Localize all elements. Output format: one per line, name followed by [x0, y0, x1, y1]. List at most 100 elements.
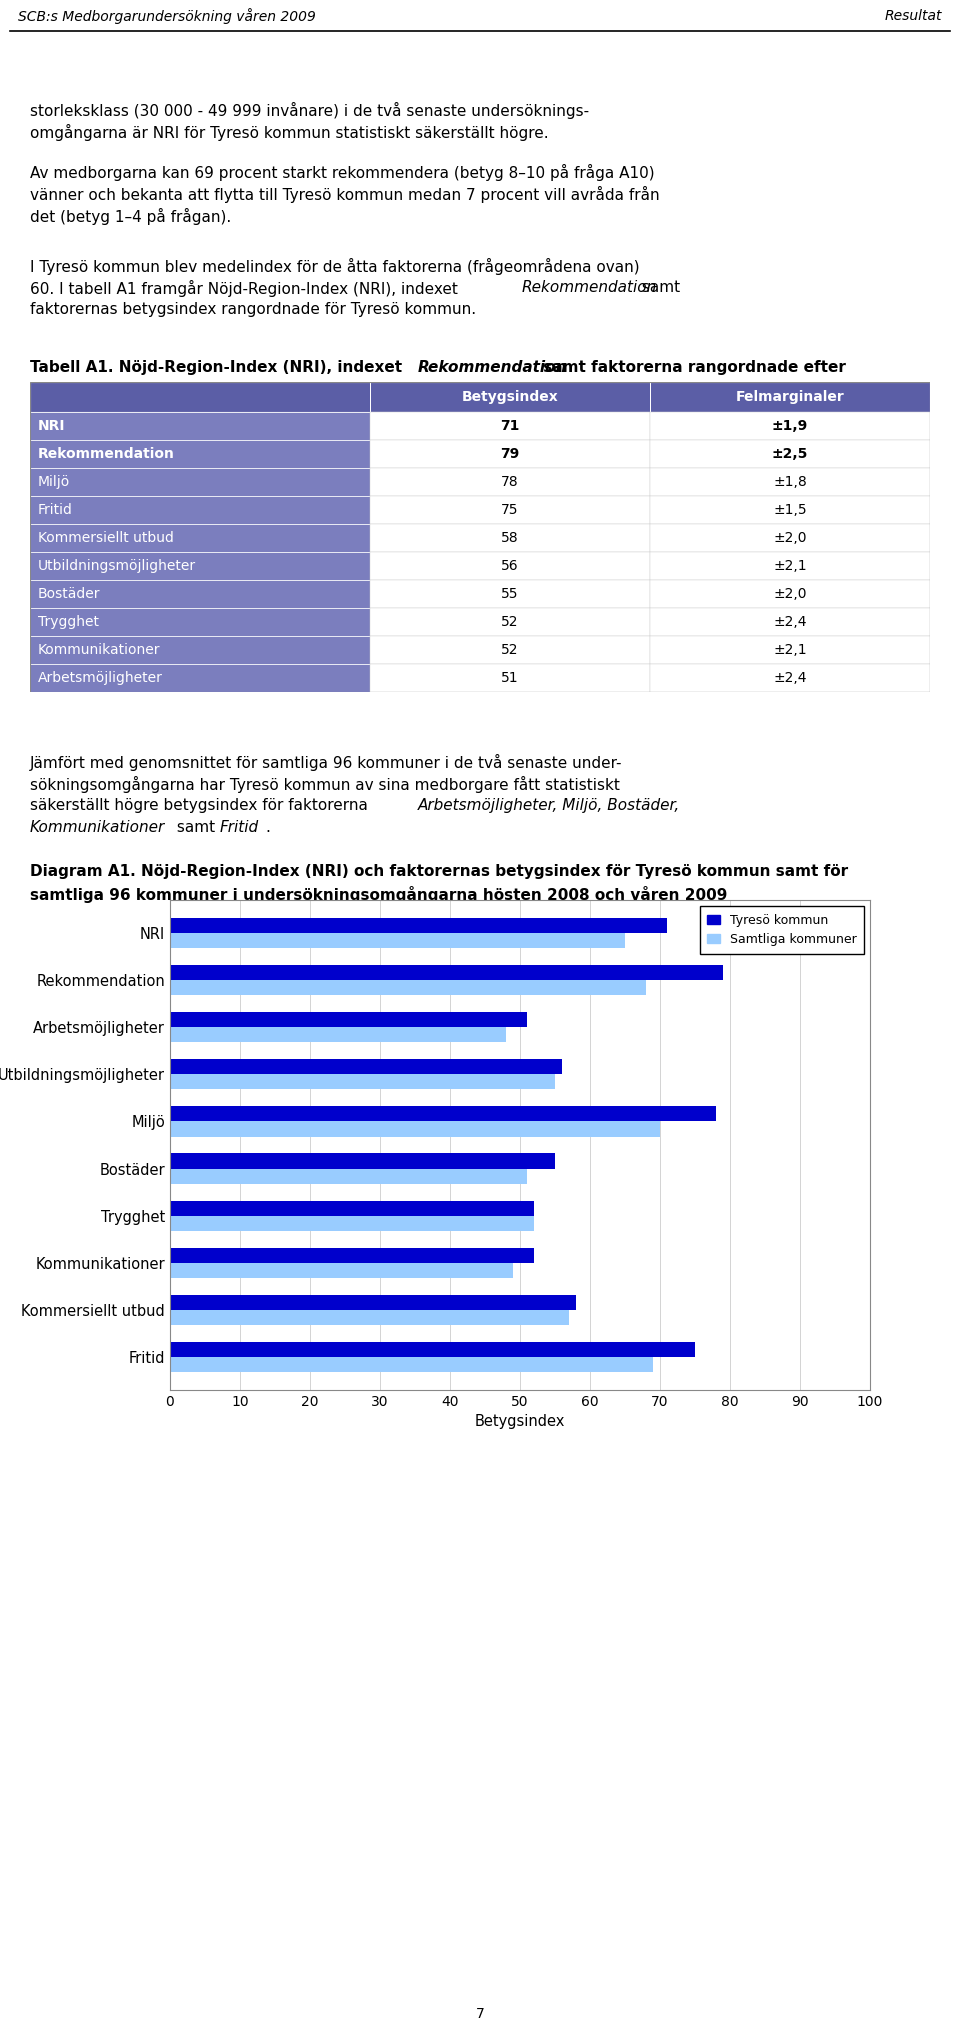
Text: ±2,1: ±2,1 — [773, 644, 806, 658]
Bar — [170, 1200, 534, 1216]
Text: Resultat: Resultat — [884, 8, 942, 22]
Bar — [370, 495, 650, 524]
Text: samt: samt — [172, 821, 220, 835]
Text: 52: 52 — [501, 644, 518, 658]
Bar — [370, 469, 650, 495]
Text: vänner och bekanta att flytta till Tyresö kommun medan 7 procent vill avråda frå: vänner och bekanta att flytta till Tyres… — [30, 185, 660, 204]
Text: SCB:s Medborgarundersökning våren 2009: SCB:s Medborgarundersökning våren 2009 — [18, 8, 316, 24]
Text: 75: 75 — [501, 503, 518, 517]
Bar — [170, 933, 625, 947]
Text: 52: 52 — [501, 615, 518, 629]
Bar — [650, 524, 930, 552]
Bar — [650, 495, 930, 524]
Bar — [650, 664, 930, 693]
Bar — [370, 440, 650, 469]
Bar — [30, 440, 370, 469]
Text: Kommersiellt utbud: Kommersiellt utbud — [38, 532, 174, 546]
Text: samt faktorerna rangordnade efter: samt faktorerna rangordnade efter — [538, 361, 846, 375]
Text: NRI: NRI — [38, 420, 65, 434]
Bar — [650, 411, 930, 440]
Text: Jämfört med genomsnittet för samtliga 96 kommuner i de två senaste under-: Jämfört med genomsnittet för samtliga 96… — [30, 754, 622, 772]
Bar — [30, 581, 370, 607]
Text: sina betygsindex för Tyresö kommun. Våren 2009: sina betygsindex för Tyresö kommun. Våre… — [30, 383, 455, 399]
Text: omgångarna är NRI för Tyresö kommun statistiskt säkerställt högre.: omgångarna är NRI för Tyresö kommun stat… — [30, 124, 548, 141]
Text: 79: 79 — [500, 446, 519, 460]
Text: I Tyresö kommun blev medelindex för de åtta faktorerna (frågeområdena ovan): I Tyresö kommun blev medelindex för de å… — [30, 259, 639, 275]
Bar — [170, 1122, 660, 1137]
Text: storleksklass (30 000 - 49 999 invånare) i de två senaste undersöknings-: storleksklass (30 000 - 49 999 invånare)… — [30, 102, 589, 118]
Text: 56: 56 — [501, 558, 518, 572]
Bar — [170, 919, 667, 933]
Bar — [30, 469, 370, 495]
Bar — [370, 607, 650, 636]
Bar — [170, 1342, 695, 1357]
Bar — [170, 1059, 562, 1073]
Bar — [30, 495, 370, 524]
Bar — [170, 1310, 569, 1324]
Bar — [30, 607, 370, 636]
Bar — [650, 636, 930, 664]
Bar — [170, 1263, 513, 1277]
Text: 7: 7 — [475, 2006, 485, 2021]
Bar — [170, 1249, 534, 1263]
Bar — [170, 1106, 716, 1122]
Text: faktorernas betygsindex rangordnade för Tyresö kommun.: faktorernas betygsindex rangordnade för … — [30, 301, 476, 318]
Text: ±1,9: ±1,9 — [772, 420, 808, 434]
Text: ±1,5: ±1,5 — [773, 503, 806, 517]
Text: Fritid: Fritid — [38, 503, 73, 517]
Bar — [370, 524, 650, 552]
Text: Utbildningsmöjligheter: Utbildningsmöjligheter — [38, 558, 196, 572]
Bar — [170, 1357, 653, 1373]
Bar — [650, 552, 930, 581]
Text: Miljö: Miljö — [38, 475, 70, 489]
Text: 58: 58 — [501, 532, 518, 546]
Bar — [170, 1216, 534, 1230]
Text: Arbetsmöjligheter, Miljö, Bostäder,: Arbetsmöjligheter, Miljö, Bostäder, — [418, 799, 681, 813]
Text: ±2,4: ±2,4 — [773, 670, 806, 684]
Bar — [370, 664, 650, 693]
Text: säkerställt högre betygsindex för faktorerna: säkerställt högre betygsindex för faktor… — [30, 799, 372, 813]
Bar — [650, 383, 651, 411]
Text: ±2,0: ±2,0 — [773, 587, 806, 601]
Text: sökningsomgångarna har Tyresö kommun av sina medborgare fått statistiskt: sökningsomgångarna har Tyresö kommun av … — [30, 776, 620, 792]
Bar — [30, 524, 370, 552]
Text: Av medborgarna kan 69 procent starkt rekommendera (betyg 8–10 på fråga A10): Av medborgarna kan 69 procent starkt rek… — [30, 165, 655, 181]
Bar — [30, 383, 930, 411]
Bar — [170, 1153, 555, 1169]
Text: 71: 71 — [500, 420, 519, 434]
Bar — [170, 966, 723, 980]
Text: ±2,4: ±2,4 — [773, 615, 806, 629]
Bar — [370, 383, 371, 411]
Text: Felmarginaler: Felmarginaler — [735, 389, 845, 403]
Bar — [30, 664, 370, 693]
Text: 78: 78 — [501, 475, 518, 489]
Bar — [30, 636, 370, 664]
Bar — [650, 607, 930, 636]
Bar — [170, 1012, 527, 1027]
Bar — [30, 552, 370, 581]
Text: ±1,8: ±1,8 — [773, 475, 806, 489]
Bar — [650, 469, 930, 495]
Text: ±2,5: ±2,5 — [772, 446, 808, 460]
Text: 60. I tabell A1 framgår Nöjd-Region-Index (NRI), indexet: 60. I tabell A1 framgår Nöjd-Region-Inde… — [30, 279, 463, 297]
Bar — [170, 1296, 576, 1310]
Text: 55: 55 — [501, 587, 518, 601]
Bar — [650, 581, 930, 607]
Text: Bostäder: Bostäder — [38, 587, 101, 601]
Bar — [370, 636, 650, 664]
Text: Rekommendation: Rekommendation — [418, 361, 567, 375]
Text: Rekommendation: Rekommendation — [38, 446, 175, 460]
Text: samtliga 96 kommuner i undersökningsomgångarna hösten 2008 och våren 2009: samtliga 96 kommuner i undersökningsomgå… — [30, 886, 728, 902]
X-axis label: Betygsindex: Betygsindex — [475, 1414, 565, 1430]
Text: det (betyg 1–4 på frågan).: det (betyg 1–4 på frågan). — [30, 208, 231, 224]
Text: Rekommendation: Rekommendation — [522, 279, 658, 295]
Bar — [170, 1027, 506, 1043]
Bar — [370, 581, 650, 607]
Bar — [170, 1169, 527, 1183]
Bar — [30, 411, 370, 440]
Bar — [370, 552, 650, 581]
Text: samt: samt — [637, 279, 680, 295]
Text: Betygsindex: Betygsindex — [462, 389, 559, 403]
Text: Kommunikationer: Kommunikationer — [30, 821, 165, 835]
Bar — [170, 980, 646, 996]
